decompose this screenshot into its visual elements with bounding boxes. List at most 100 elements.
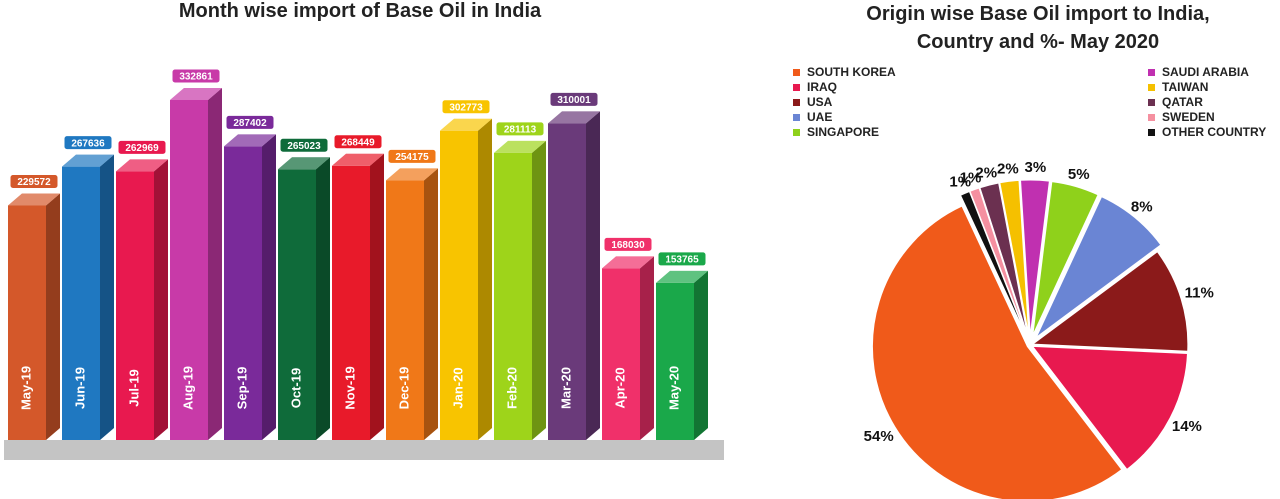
value-label: 310001: [557, 95, 591, 106]
value-label: 265023: [287, 141, 321, 152]
bar-side: [370, 153, 384, 441]
bar-side-shade: [532, 140, 546, 441]
pie-slice: [1032, 181, 1099, 336]
bar-side: [46, 193, 60, 440]
x-tick-label: May-19: [18, 366, 33, 410]
bar: [224, 146, 262, 441]
bar-top-shade: [494, 140, 546, 153]
legend-label: IRAQ: [807, 80, 837, 94]
pie-slice: [1031, 345, 1189, 471]
bar-top-shade: [440, 118, 492, 131]
x-tick-label: Oct-19: [288, 368, 303, 408]
bar: [8, 205, 46, 440]
bar-top-shade: [170, 88, 222, 100]
bar-top: [602, 256, 654, 269]
bar: [278, 169, 316, 440]
legend-swatch: [1148, 114, 1155, 121]
bar-side-shade: [586, 111, 600, 441]
x-tick-label: Mar-20: [558, 367, 573, 409]
value-label: 262969: [125, 143, 159, 154]
bar-top-shade: [548, 111, 600, 124]
pie-slice: [979, 182, 1029, 336]
bar-side-shade: [694, 270, 708, 440]
value-label: 287402: [233, 118, 267, 129]
bar-top: [440, 118, 492, 131]
value-label-box: [171, 68, 221, 84]
x-tick-label: Jun-19: [72, 367, 87, 409]
floor: [4, 440, 724, 460]
value-label-box: [279, 137, 329, 153]
x-tick-label: Aug-19: [180, 366, 195, 410]
legend-label: QATAR: [1162, 95, 1203, 109]
legend-label: USA: [807, 95, 833, 109]
pie-slice: [1035, 195, 1162, 338]
value-label: 2%: [997, 160, 1019, 177]
value-label: 254175: [395, 152, 429, 163]
bar-side-shade: [640, 256, 654, 440]
bar-top: [170, 88, 222, 100]
bar-side: [640, 256, 654, 440]
bar: [116, 171, 154, 441]
legend-swatch: [793, 114, 800, 121]
legend-label: SINGAPORE: [807, 125, 879, 139]
bar-top-shade: [332, 153, 384, 166]
bar-top: [494, 140, 546, 153]
value-label-box: [549, 91, 599, 107]
value-label-box: [387, 148, 437, 164]
bar: [602, 268, 640, 440]
x-tick-label: Feb-20: [504, 367, 519, 409]
value-label-box: [495, 121, 545, 137]
bar-top-shade: [602, 256, 654, 269]
legend-label: SWEDEN: [1162, 110, 1215, 124]
value-label-box: [9, 174, 59, 190]
bar-top-shade: [278, 157, 330, 170]
x-tick-label: Jul-19: [126, 369, 141, 407]
value-label-box: [441, 99, 491, 115]
bar-side: [478, 118, 492, 440]
chart-title: Origin wise Base Oil import to India, Co…: [866, 3, 1210, 53]
bar-top-shade: [656, 270, 708, 283]
legend-swatch: [1148, 129, 1155, 136]
legend-label: SOUTH KOREA: [807, 65, 896, 79]
value-label: 1%: [960, 169, 982, 186]
bar-side-shade: [370, 153, 384, 441]
bar-side-shade: [208, 88, 222, 440]
bar-top-shade: [62, 154, 114, 167]
value-label-box: [63, 135, 113, 151]
x-tick-label: Dec-19: [396, 367, 411, 410]
value-label-box: [117, 139, 167, 155]
pie-slice: [959, 190, 1027, 337]
bar-side: [694, 270, 708, 440]
legend-swatch: [793, 129, 800, 136]
bar: [386, 180, 424, 441]
legend-swatch: [793, 99, 800, 106]
value-label-box: [333, 134, 383, 150]
value-label: 2%: [975, 164, 997, 181]
value-label: 267636: [71, 138, 105, 149]
legend-swatch: [1148, 84, 1155, 91]
legend-swatch: [1148, 99, 1155, 106]
bar-side: [586, 111, 600, 441]
bar: [494, 152, 532, 441]
legend-label: TAIWAN: [1162, 80, 1208, 94]
bar-side: [208, 88, 222, 440]
pie-slice: [1031, 251, 1189, 352]
legend-label: UAE: [807, 110, 832, 124]
bar-side-shade: [316, 157, 330, 440]
bar-top: [224, 134, 276, 147]
value-label: 54%: [864, 428, 894, 445]
bar-top-shade: [116, 159, 168, 172]
legend-label: SAUDI ARABIA: [1162, 65, 1249, 79]
bar-side-shade: [262, 134, 276, 441]
value-label: 302773: [449, 102, 483, 113]
bar-side: [316, 157, 330, 440]
value-label: 168030: [611, 240, 645, 251]
bar-side: [424, 168, 438, 441]
bar-side-shade: [424, 168, 438, 441]
bar-side: [154, 159, 168, 441]
value-label: 3%: [1025, 159, 1047, 176]
value-label-box: [225, 114, 275, 130]
value-label: 281113: [504, 124, 537, 135]
